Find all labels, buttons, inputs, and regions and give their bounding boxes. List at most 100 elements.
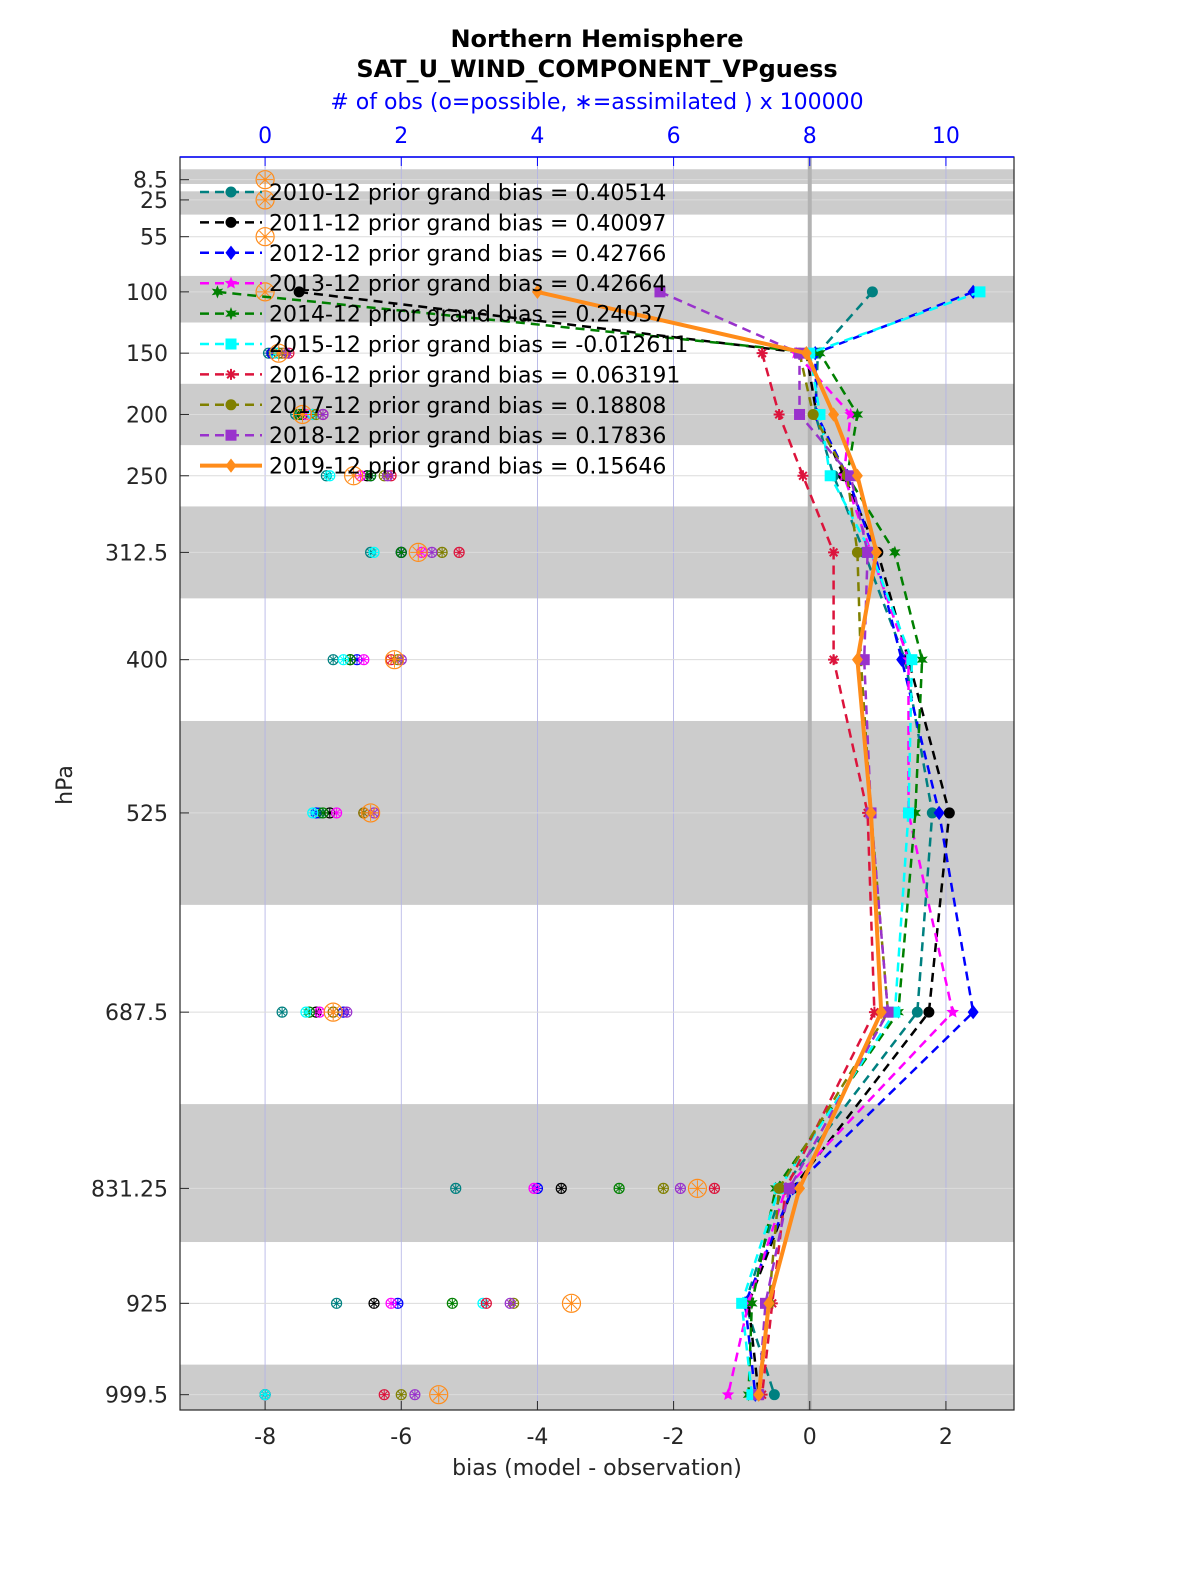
obs-possible-marker xyxy=(292,404,313,425)
obs-assimilated-marker xyxy=(294,406,311,423)
obs-count-markers xyxy=(255,170,802,1405)
obs-assimilated-marker xyxy=(362,804,379,822)
bias-point xyxy=(763,1296,775,1311)
obs-possible-marker xyxy=(368,1297,380,1309)
obs-possible-marker xyxy=(384,650,405,670)
bias-point xyxy=(858,654,870,666)
obs-assimilated-marker xyxy=(301,1007,311,1017)
obs-assimilated-marker xyxy=(379,1390,389,1400)
y-tick-label: 400 xyxy=(126,649,168,674)
obs-possible-marker xyxy=(708,1182,721,1194)
bias-point xyxy=(923,1006,935,1018)
obs-possible-marker xyxy=(361,803,381,823)
legend-swatch-marker xyxy=(225,399,237,411)
obs-assimilated-marker xyxy=(396,547,406,557)
obs-possible-marker xyxy=(674,1182,687,1194)
grid-lines xyxy=(180,157,1014,1410)
obs-assimilated-marker xyxy=(410,544,427,561)
obs-possible-marker xyxy=(269,343,289,363)
bias-point xyxy=(851,652,863,667)
obs-assimilated-marker xyxy=(658,1183,668,1193)
bias-point xyxy=(828,407,840,422)
obs-possible-marker xyxy=(504,1297,516,1309)
level-band xyxy=(180,275,1014,323)
obs-possible-marker xyxy=(323,1002,343,1022)
obs-possible-marker xyxy=(255,227,275,247)
bias-point xyxy=(896,652,908,667)
obs-possible-marker xyxy=(528,1182,540,1194)
obs-assimilated-marker xyxy=(257,191,274,209)
bias-point xyxy=(756,347,768,359)
series-line xyxy=(740,290,981,1395)
legend: 2010-12 prior grand bias = 0.40514 2011-1… xyxy=(200,181,688,480)
obs-assimilated-marker xyxy=(393,1298,403,1308)
y-tick-label: 925 xyxy=(126,1292,168,1317)
bias-point xyxy=(909,806,921,820)
obs-assimilated-marker xyxy=(410,1390,420,1400)
top-tick-label: 10 xyxy=(932,124,960,149)
bias-point xyxy=(807,408,819,420)
obs-possible-marker xyxy=(255,190,275,210)
bias-point xyxy=(926,807,938,819)
bias-point xyxy=(211,285,224,299)
y-tick-label: 200 xyxy=(126,403,168,428)
series-line xyxy=(659,290,890,1395)
obs-assimilated-marker xyxy=(270,345,287,362)
bias-point xyxy=(773,408,785,420)
obs-assimilated-marker xyxy=(689,1180,706,1197)
bias-point xyxy=(768,1389,780,1401)
obs-assimilated-marker xyxy=(325,471,335,481)
bias-point xyxy=(746,1389,758,1401)
obs-possible-marker xyxy=(395,1389,407,1401)
bias-point xyxy=(721,1388,735,1400)
bias-point xyxy=(824,470,836,482)
obs-assimilated-marker xyxy=(345,467,362,484)
bias-point xyxy=(814,408,826,420)
top-tick-label: 6 xyxy=(667,124,681,149)
bias-point xyxy=(974,286,986,298)
obs-assimilated-marker xyxy=(359,655,369,665)
bias-point xyxy=(906,654,918,666)
y-tick-label: 250 xyxy=(126,465,168,490)
obs-possible-marker xyxy=(450,1182,462,1194)
obs-assimilated-marker xyxy=(447,1298,457,1308)
bias-point xyxy=(911,1006,923,1018)
bias-point xyxy=(828,654,840,666)
legend-entry-label: 2018-12 prior grand bias = 0.17836 xyxy=(269,424,666,449)
legend-swatch-marker xyxy=(224,276,238,289)
obs-assimilated-marker xyxy=(614,1183,624,1193)
legend-entry-label: 2015-12 prior grand bias = -0.012611 xyxy=(269,333,688,358)
axes: -8 -6 -4 -2 0 2 0 2 4 6 8 10 8.525 55 100 150 200 250 312.… xyxy=(91,124,1014,1450)
bias-point xyxy=(797,470,809,482)
obs-assimilated-marker xyxy=(332,1298,342,1308)
obs-possible-marker xyxy=(317,408,329,421)
obs-assimilated-marker xyxy=(352,655,362,665)
obs-assimilated-marker xyxy=(437,547,447,557)
obs-possible-marker xyxy=(453,546,465,558)
obs-assimilated-marker xyxy=(260,1390,270,1400)
x-axis-label: bias (model - observation) xyxy=(452,1456,742,1481)
series-line xyxy=(760,352,876,1395)
obs-assimilated-marker xyxy=(318,409,328,419)
bias-point xyxy=(293,286,305,298)
legend-entry-label: 2016-12 prior grand bias = 0.063191 xyxy=(269,363,680,388)
bias-point xyxy=(736,1297,748,1309)
obs-assimilated-marker xyxy=(563,1295,580,1312)
obs-assimilated-marker xyxy=(257,171,274,188)
obs-assimilated-marker xyxy=(325,1004,342,1021)
bias-point xyxy=(889,1006,901,1018)
obs-possible-marker xyxy=(255,170,275,190)
bias-point xyxy=(967,1005,979,1020)
bias-point xyxy=(753,1387,765,1402)
obs-possible-marker xyxy=(259,1389,271,1401)
chart-title: Northern Hemisphere xyxy=(450,25,743,53)
bias-point xyxy=(773,1182,785,1194)
legend-swatch-marker xyxy=(225,368,237,380)
level-band xyxy=(180,169,1014,184)
legend-entry-label: 2019-12 prior grand bias = 0.15646 xyxy=(269,455,666,480)
y-axis-label: hPa xyxy=(53,765,78,805)
obs-possible-marker xyxy=(324,470,336,482)
obs-assimilated-marker xyxy=(325,808,335,818)
obs-possible-marker xyxy=(446,1297,458,1309)
